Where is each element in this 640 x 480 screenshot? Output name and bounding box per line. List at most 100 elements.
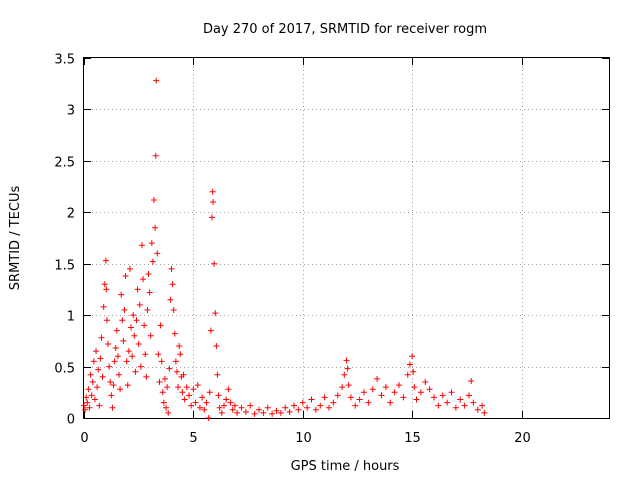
- data-point: [81, 402, 87, 409]
- data-point: [343, 357, 350, 364]
- data-point: [116, 371, 122, 378]
- data-point: [382, 384, 389, 391]
- x-tick-label: 5: [189, 431, 197, 446]
- data-point: [112, 345, 119, 352]
- data-point: [457, 396, 464, 403]
- data-point: [201, 406, 208, 413]
- data-point: [128, 324, 135, 331]
- data-point: [391, 389, 398, 396]
- data-point: [312, 406, 319, 413]
- data-point: [199, 394, 206, 401]
- data-point: [99, 373, 106, 380]
- data-point: [218, 409, 225, 416]
- data-point: [151, 196, 157, 203]
- data-point: [378, 392, 385, 399]
- data-point: [212, 310, 219, 317]
- data-point: [103, 317, 110, 324]
- data-point: [155, 351, 162, 358]
- y-tick-label: 1.5: [54, 259, 75, 274]
- data-point: [361, 389, 367, 396]
- data-point: [83, 394, 90, 401]
- y-tick-label: 0: [67, 413, 75, 428]
- data-point: [93, 348, 100, 355]
- data-point: [179, 389, 186, 396]
- data-point: [308, 396, 315, 403]
- data-point: [374, 375, 381, 382]
- data-point: [439, 392, 446, 399]
- data-point: [119, 317, 126, 324]
- data-point: [192, 399, 199, 406]
- data-point: [100, 303, 107, 310]
- data-point: [206, 389, 213, 396]
- data-point: [387, 399, 394, 406]
- data-point: [138, 242, 145, 249]
- data-point: [109, 404, 116, 411]
- axis-ticks: 0 0.5 1 1.5 2 2.5 3 3.5 0 5 10 15 20: [54, 53, 609, 446]
- data-point: [282, 404, 289, 411]
- data-point: [214, 371, 221, 378]
- data-point: [170, 307, 177, 313]
- data-point: [352, 402, 359, 409]
- data-point: [461, 402, 468, 409]
- data-point: [169, 281, 176, 288]
- data-point: [231, 402, 238, 409]
- data-point: [211, 260, 218, 267]
- data-point: [173, 368, 180, 375]
- data-point: [304, 404, 311, 411]
- data-point: [153, 77, 160, 84]
- data-point: [106, 363, 113, 370]
- data-point: [369, 386, 376, 393]
- data-point: [203, 399, 210, 406]
- data-point: [417, 389, 424, 396]
- data-point: [152, 152, 159, 159]
- data-point: [180, 371, 187, 378]
- data-point: [114, 353, 121, 360]
- data-point: [168, 265, 175, 272]
- data-point: [422, 379, 429, 385]
- x-tick-label: 20: [514, 431, 531, 446]
- data-point: [148, 240, 155, 247]
- plot-frame: [83, 57, 610, 419]
- data-point: [141, 322, 148, 329]
- data-point: [97, 355, 104, 362]
- data-point: [135, 340, 142, 347]
- data-point: [474, 406, 481, 413]
- data-point: [326, 404, 332, 411]
- data-point: [470, 399, 477, 406]
- data-point: [341, 371, 348, 378]
- data-point: [113, 327, 120, 334]
- data-point: [345, 382, 352, 389]
- data-point: [269, 410, 276, 417]
- data-point: [105, 340, 112, 347]
- data-point: [277, 409, 284, 416]
- data-point: [118, 291, 125, 298]
- data-point: [223, 396, 230, 403]
- data-point: [431, 394, 437, 401]
- y-tick-label: 2.5: [54, 156, 75, 171]
- data-point: [176, 343, 183, 349]
- data-point: [166, 365, 173, 372]
- data-point: [102, 257, 109, 264]
- data-point: [411, 384, 418, 391]
- y-tick-label: 3.5: [54, 53, 75, 68]
- data-point: [164, 384, 171, 391]
- data-point: [317, 402, 324, 409]
- data-point: [183, 384, 190, 391]
- data-point: [273, 407, 280, 414]
- data-point: [208, 214, 215, 221]
- data-point: [107, 379, 114, 385]
- data-point: [213, 343, 220, 349]
- data-point: [87, 371, 94, 378]
- data-point: [205, 415, 212, 421]
- data-point: [140, 276, 147, 283]
- data-point: [291, 402, 297, 409]
- data-point: [286, 408, 293, 415]
- data-point: [88, 392, 95, 399]
- grid: [84, 58, 609, 418]
- data-point: [95, 366, 102, 373]
- data-point: [339, 384, 346, 391]
- data-point: [124, 382, 131, 389]
- data-point: [84, 399, 91, 406]
- data-point: [98, 334, 105, 341]
- data-point: [117, 386, 124, 393]
